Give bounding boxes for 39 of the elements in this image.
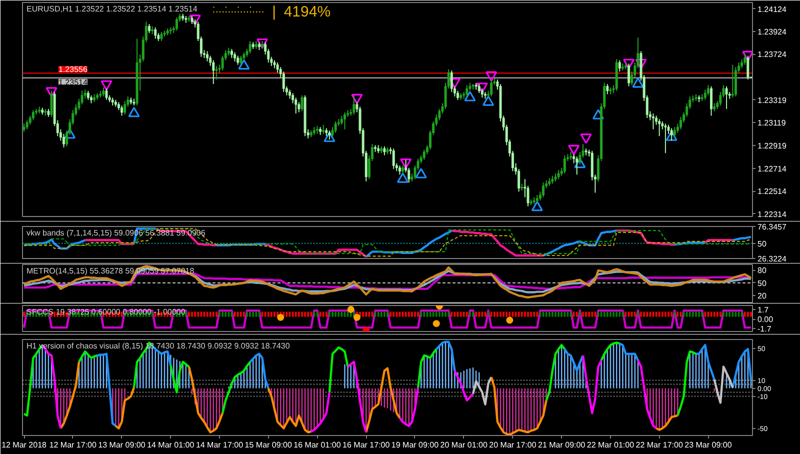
y-tick-label: 26.3224 bbox=[758, 254, 787, 264]
x-tick-label: 22 Mar 17:00 bbox=[636, 440, 684, 450]
y-tick-label: 1.22314 bbox=[758, 210, 787, 219]
y-tick-label: 1.22714 bbox=[758, 164, 787, 174]
chart-title: EURUSD,H1 1.23522 1.23522 1.23514 1.23514 bbox=[26, 4, 198, 14]
x-tick-label: 16 Mar 17:00 bbox=[342, 440, 390, 450]
y-tick-label: 1.22514 bbox=[758, 187, 787, 196]
x-tick-label: 14 Mar 01:00 bbox=[147, 440, 195, 450]
y-tick-label: 1.23119 bbox=[758, 118, 786, 128]
y-tick-label: 20 bbox=[758, 292, 767, 301]
y-tick-label: 1.22919 bbox=[758, 141, 787, 150]
x-tick-label: 13 Mar 09:00 bbox=[98, 440, 146, 450]
x-tick-label: 21 Mar 09:00 bbox=[538, 440, 586, 450]
annotation: 4194% bbox=[284, 4, 331, 20]
x-tick-label: 16 Mar 01:00 bbox=[294, 440, 342, 450]
y-tick-label: 1.23724 bbox=[758, 50, 787, 60]
y-tick-label: 76.3457 bbox=[758, 222, 787, 232]
x-tick-label: 15 Mar 09:00 bbox=[244, 440, 292, 450]
y-tick-label: 0.00 bbox=[758, 315, 774, 324]
x-tick-label: 22 Mar 01:00 bbox=[586, 440, 635, 450]
ref-line-label: 1.23514 bbox=[58, 78, 88, 87]
ref-line-label: 1.23556 bbox=[58, 65, 88, 74]
annotation: | bbox=[272, 4, 276, 20]
x-tick-label: 20 Mar 17:00 bbox=[489, 440, 537, 450]
y-tick-label: 1.7 bbox=[758, 305, 770, 314]
x-tick-label: 23 Mar 09:00 bbox=[684, 440, 732, 450]
x-tick-label: 14 Mar 17:00 bbox=[196, 440, 244, 450]
x-tick-label: 19 Mar 09:00 bbox=[391, 440, 440, 450]
annotation: :...:...:...:.... bbox=[212, 4, 264, 16]
y-tick-label: 50 bbox=[758, 239, 767, 248]
x-tick-label: 12 Mar 17:00 bbox=[49, 440, 98, 450]
x-tick-label: 12 Mar 2018 bbox=[2, 440, 48, 450]
y-tick-label: 50 bbox=[758, 278, 767, 288]
x-tick-label: 20 Mar 01:00 bbox=[440, 440, 488, 450]
y-tick-label: 1.23319 bbox=[758, 96, 787, 105]
y-tick-label: 1.23924 bbox=[758, 27, 787, 36]
y-tick-label: 1.24124 bbox=[758, 4, 787, 14]
y-tick-label: -1.7 bbox=[758, 324, 772, 334]
y-tick-label: 80 bbox=[758, 266, 767, 276]
